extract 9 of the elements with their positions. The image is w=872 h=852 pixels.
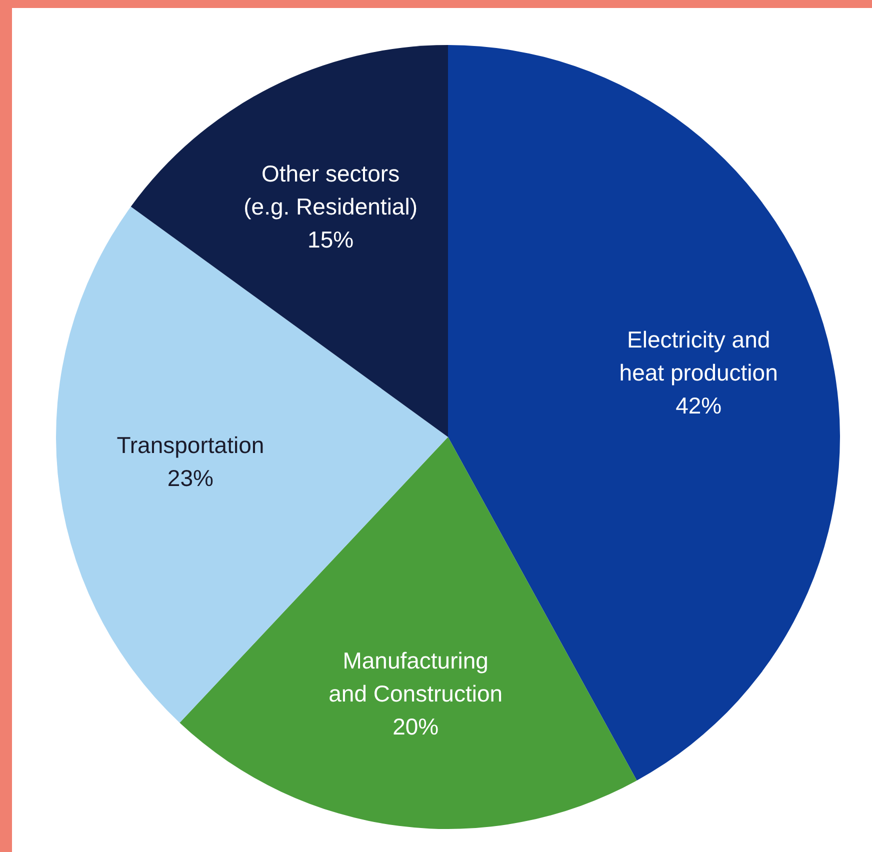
data-label: 15%	[308, 226, 354, 252]
slice-label: Other sectors (e.g. Residential)	[244, 160, 418, 220]
data-label: 20%	[392, 714, 439, 740]
slice-label: Manufacturing and Construction	[328, 648, 503, 707]
data-label: 23%	[167, 464, 214, 491]
pie-slice	[130, 45, 448, 437]
slice-label: Electricity and heat production	[619, 326, 778, 386]
data-label: 42%	[676, 392, 722, 419]
slice-label: Transportation	[116, 432, 264, 458]
